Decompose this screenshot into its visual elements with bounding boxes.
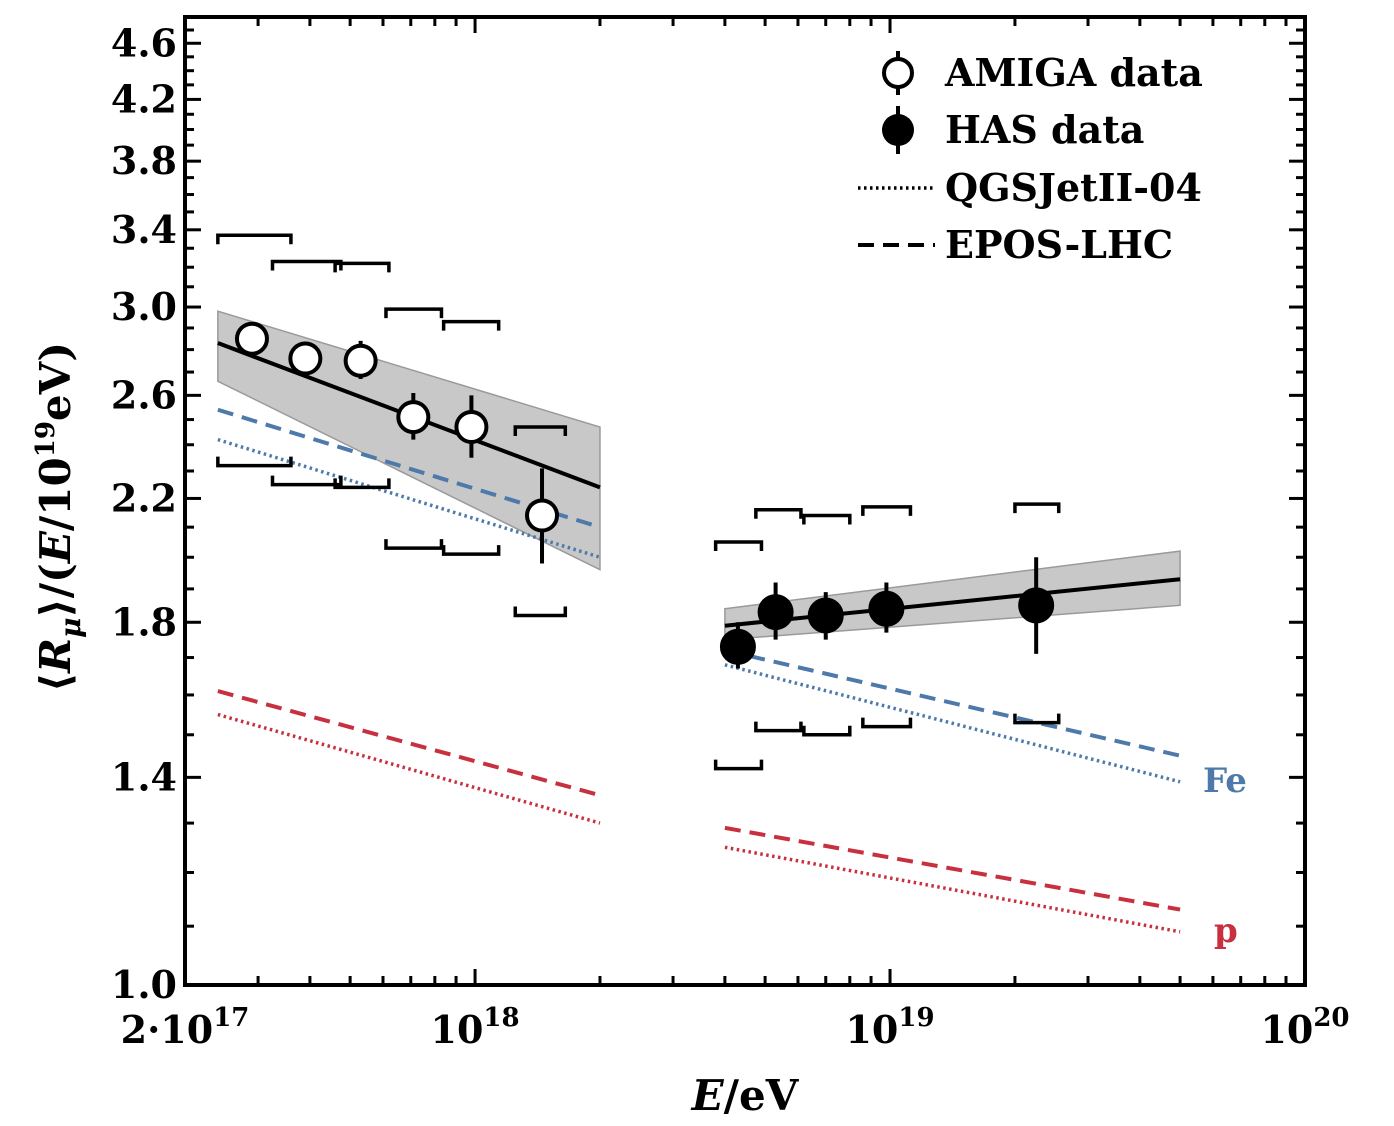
data-point-open [234,321,269,356]
series-label-fe: Fe [1203,761,1247,801]
fit-line-1 [724,577,1181,628]
systematic-brackets [216,233,1061,771]
x-tick-label: 1019 [845,1003,934,1052]
sys-bracket-upper [861,505,913,516]
axis-ticks [183,17,1305,987]
sys-bracket-upper [513,425,568,437]
y-tick-label: 2.2 [111,475,177,520]
sys-bracket-upper [333,261,391,273]
y-tick-label: 1.8 [111,599,177,644]
y-tick-label: 3.0 [111,284,177,329]
model-line-fe-dotted-0 [217,437,601,559]
legend-marker-filled [882,114,914,146]
sys-bracket-upper [802,513,852,525]
legend-marker-open [882,57,914,89]
data-point-filled [757,594,794,631]
model-line-p-dotted-0 [217,712,601,825]
data-point-open [454,410,489,445]
tick-labels: 1.0 1.4 1.8 2.2 2.6 3.0 3.4 3.8 4.2 4.6 2·1017 1018… [111,20,1350,1052]
y-tick-label: 4.2 [111,76,177,121]
sys-bracket-upper [1013,502,1061,514]
x-tick-label: 1020 [1260,1003,1349,1052]
data-point-open [343,343,378,378]
sys-bracket-lower [713,759,764,771]
plot-frame [183,15,1307,987]
model-line-fe-dotted-1 [724,663,1181,784]
sys-bracket-upper [713,540,764,552]
y-tick-label: 4.6 [111,20,177,65]
fit-band-0 [217,310,601,571]
fit-band-1 [724,550,1181,641]
sys-bracket-lower [270,475,343,487]
series-labels: Fe p [1203,761,1247,951]
data-point-open [525,498,560,533]
sys-bracket-lower [513,606,568,618]
series-label-p: p [1214,911,1238,951]
data-point-open [288,341,323,376]
x-tick-label: 2·1017 [121,1003,250,1052]
sys-bracket-upper [270,259,343,271]
plot-frame-rect [183,15,1307,987]
sys-bracket-lower [1013,713,1061,725]
sys-bracket-lower [861,717,913,729]
legend-label: QGSJetII-04 [945,165,1202,210]
sys-bracket-upper [754,508,803,519]
x-tick-label: 1018 [431,1003,520,1052]
sys-bracket-upper [384,307,444,319]
legend-label: EPOS-LHC [945,222,1173,267]
model-line-p-dashed-1 [724,825,1181,912]
y-tick-label: 3.8 [111,138,177,183]
x-axis-title: E/eV [691,1071,800,1120]
model-line-p-dashed-0 [217,689,601,798]
data-point-filled [868,590,905,627]
data-point-open [396,400,431,435]
data-point-filled [719,628,756,665]
model-line-fe-dashed-1 [724,648,1181,758]
legend-label: HAS data [945,107,1144,152]
y-tick-label: 3.4 [111,207,177,252]
y-tick-label: 1.4 [111,754,177,799]
legend-label: AMIGA data [944,50,1203,95]
legend: AMIGA data HAS data QGSJetII-04 EPOS-LHC [858,50,1203,267]
y-tick-label: 2.6 [111,372,177,417]
sys-bracket-lower [333,478,391,490]
sys-bracket-lower [802,725,852,737]
sys-bracket-lower [754,721,803,733]
model-line-p-dotted-1 [724,845,1181,934]
sys-bracket-lower [441,545,501,556]
data-points [234,321,1055,669]
sys-bracket-upper [441,319,501,331]
y-tick-label: 1.0 [111,962,177,1007]
y-axis-title: ⟨Rμ⟩/(E/1019eV) [31,342,87,692]
sys-bracket-lower [384,539,444,550]
data-point-filled [807,597,844,634]
sys-bracket-upper [216,233,293,245]
data-point-filled [1018,587,1055,624]
sys-bracket-lower [216,456,293,468]
